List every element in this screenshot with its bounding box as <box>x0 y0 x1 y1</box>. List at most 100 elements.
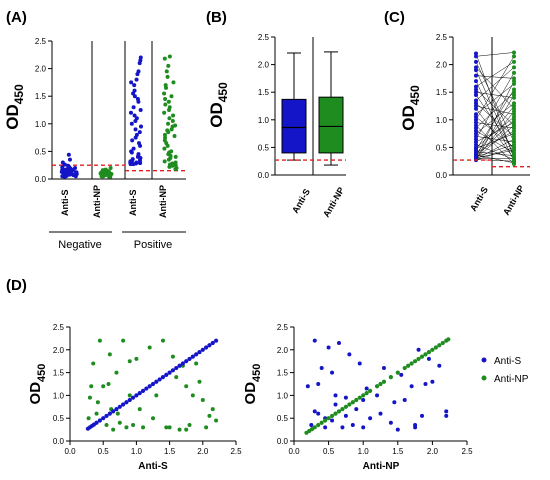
y-axis-label-sub-d2: 450 <box>251 364 263 382</box>
pair-line <box>475 67 515 101</box>
data-point-identity <box>111 409 116 414</box>
pair-line <box>475 108 515 159</box>
data-point <box>197 379 202 384</box>
data-point-anti-np <box>512 70 516 75</box>
data-point-identity <box>124 400 129 405</box>
data-point <box>375 393 380 398</box>
data-point-identity <box>357 395 362 400</box>
data-point <box>131 162 136 167</box>
data-point <box>305 384 310 389</box>
data-point <box>167 164 172 169</box>
data-point <box>350 423 355 428</box>
data-point-anti-np <box>512 104 516 108</box>
y-axis-label-sub-a: 450 <box>12 84 26 104</box>
data-point-identity <box>164 372 169 377</box>
data-point-anti-s <box>474 51 478 56</box>
data-point-anti-np <box>512 112 516 117</box>
data-point-anti-np <box>512 142 516 147</box>
d2-ytick-label: 2.5 <box>277 323 289 332</box>
data-point-anti-np <box>512 123 516 128</box>
pair-line <box>475 52 515 57</box>
data-point <box>170 163 175 168</box>
data-point <box>135 72 140 77</box>
pair-line <box>475 149 515 159</box>
a-ytick-label: 2.0 <box>35 65 47 74</box>
data-point-identity <box>433 345 438 350</box>
data-point-identity <box>147 384 152 389</box>
d1-ytick-label: 0.5 <box>53 414 65 423</box>
d2-xtick-label: 0.5 <box>323 447 335 456</box>
data-point-identity <box>130 395 136 400</box>
data-point <box>416 347 421 352</box>
b-ytick-label: 2.0 <box>258 61 270 70</box>
data-point <box>164 85 169 90</box>
data-point <box>111 427 116 432</box>
data-point <box>174 375 179 380</box>
data-point <box>124 425 129 430</box>
data-point <box>343 395 348 400</box>
a-ytick-label: 2.5 <box>35 37 47 46</box>
data-point <box>127 359 132 364</box>
data-point <box>420 413 425 418</box>
data-point-identity <box>114 406 119 412</box>
data-point <box>162 91 167 96</box>
data-points-d1 <box>85 338 219 432</box>
data-point <box>117 420 122 425</box>
data-point <box>170 119 175 124</box>
data-point <box>87 395 92 400</box>
box-plots-b <box>281 51 344 166</box>
data-point <box>316 382 321 386</box>
data-point-anti-np <box>512 50 516 55</box>
x-axis-label-d1: Anti-S <box>138 461 168 472</box>
data-point-anti-s <box>474 65 478 70</box>
data-point <box>326 345 331 350</box>
data-point-identity <box>94 420 99 425</box>
x-category-a-3: Anti-S <box>128 190 138 217</box>
data-point <box>214 418 219 423</box>
data-point-identity <box>406 363 411 368</box>
panel-a: (A) OD450 0.0 0.5 1.0 1.5 2.0 2.5 Anti-S Anti… <box>3 9 186 251</box>
data-point <box>139 124 144 129</box>
c-ytick-label: 1.5 <box>436 88 448 97</box>
data-point-identity <box>207 343 212 348</box>
data-point <box>107 352 112 357</box>
data-point <box>173 167 178 172</box>
data-point <box>130 138 135 143</box>
data-point <box>184 427 189 432</box>
y-ticks-c: 0.0 0.5 1.0 1.5 2.0 2.5 <box>436 33 453 180</box>
data-point-anti-np <box>512 148 516 153</box>
data-point-identity <box>343 404 348 409</box>
data-point <box>169 127 174 132</box>
legend: Anti-S Anti-NP <box>481 356 529 385</box>
data-point <box>343 413 348 418</box>
data-point-identity <box>204 345 209 350</box>
data-point <box>177 427 182 432</box>
c-ytick-label: 0.5 <box>436 143 448 152</box>
pair-line <box>475 105 515 155</box>
data-point-identity <box>336 409 342 414</box>
pair-line <box>475 136 515 143</box>
data-point <box>330 418 335 423</box>
y-axis-label-sub-d1: 450 <box>36 364 48 382</box>
data-point <box>163 102 168 107</box>
data-point <box>171 80 176 85</box>
data-point-anti-s <box>474 131 478 136</box>
data-point-identity <box>190 354 195 359</box>
data-point-identity <box>97 418 102 423</box>
data-point-anti-s <box>474 128 478 133</box>
x-ticks-d1: 0.0 0.5 1.0 1.5 2.0 2.5 <box>64 441 242 456</box>
b-ytick-label: 2.5 <box>258 33 270 42</box>
data-point-identity <box>194 352 199 357</box>
data-point <box>165 143 170 148</box>
data-point <box>151 416 155 421</box>
data-point <box>134 77 139 82</box>
data-point <box>166 108 171 112</box>
box-body <box>318 96 344 154</box>
data-point-anti-s <box>474 73 478 78</box>
data-point-identity <box>402 365 407 371</box>
data-point-identity <box>340 406 345 412</box>
data-point <box>131 423 136 428</box>
data-point <box>444 409 449 414</box>
data-point-identity <box>347 402 352 407</box>
data-point <box>187 423 192 428</box>
